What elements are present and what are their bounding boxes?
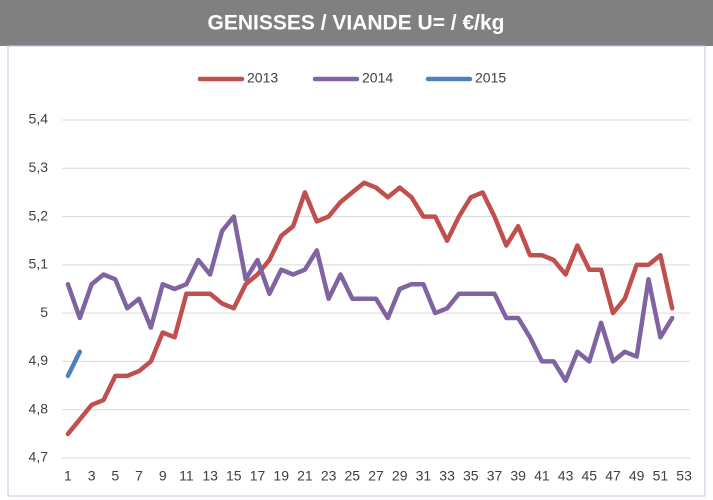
legend-label: 2014: [362, 70, 393, 86]
y-tick-label: 5,3: [29, 159, 49, 175]
line-series: [65, 180, 675, 437]
x-tick-label: 33: [439, 468, 455, 484]
x-tick-label: 5: [111, 468, 119, 484]
y-tick-label: 5,1: [29, 256, 49, 272]
y-tick-label: 5,4: [29, 111, 49, 127]
x-tick-label: 19: [273, 468, 289, 484]
x-tick-label: 17: [250, 468, 266, 484]
x-tick-label: 35: [463, 468, 479, 484]
x-tick-label: 29: [392, 468, 408, 484]
chart-border: [7, 45, 706, 497]
line-series: [65, 214, 675, 383]
x-tick-label: 15: [226, 468, 242, 484]
x-tick-label: 21: [297, 468, 313, 484]
x-tick-label: 9: [159, 468, 167, 484]
x-tick-label: 39: [510, 468, 526, 484]
x-tick-label: 11: [179, 468, 194, 484]
y-tick-label: 4,9: [29, 352, 49, 368]
x-tick-label: 47: [605, 468, 621, 484]
chart-title: GENISSES / VIANDE U= / €/kg: [207, 12, 504, 35]
y-tick-label: 5,2: [29, 207, 49, 223]
x-tick-label: 25: [345, 468, 361, 484]
x-tick-label: 13: [202, 468, 218, 484]
x-tick-label: 27: [368, 468, 384, 484]
y-tick-label: 4,7: [29, 449, 49, 465]
x-tick-label: 45: [581, 468, 597, 484]
title-banner: [0, 0, 713, 46]
x-tick-label: 51: [653, 468, 669, 484]
x-tick-label: 7: [135, 468, 143, 484]
legend-label: 2013: [247, 70, 278, 86]
x-tick-label: 31: [416, 468, 432, 484]
x-tick-label: 3: [88, 468, 96, 484]
x-tick-label: 49: [629, 468, 645, 484]
x-tick-label: 53: [676, 468, 692, 484]
x-tick-label: 37: [487, 468, 503, 484]
x-tick-label: 23: [321, 468, 337, 484]
legend-label: 2015: [475, 70, 506, 86]
line-series: [65, 349, 83, 379]
x-tick-label: 1: [64, 468, 72, 484]
y-tick-label: 5: [40, 304, 48, 320]
x-tick-label: 43: [558, 468, 574, 484]
x-tick-label: 41: [534, 468, 550, 484]
y-tick-label: 4,8: [29, 400, 49, 416]
